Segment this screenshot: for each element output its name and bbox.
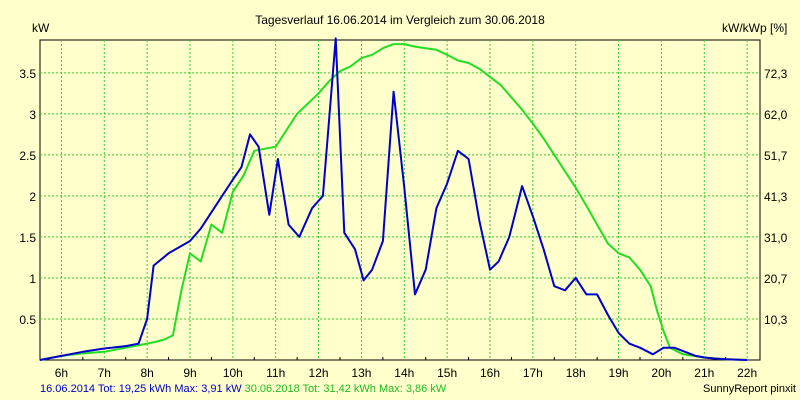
series-line-2018 (39, 43, 748, 361)
x-tick-label: 19h (609, 366, 629, 380)
grid (40, 40, 760, 360)
plot-area (39, 39, 761, 361)
y-tick-label-right: 31,0 (764, 231, 788, 245)
y-tick-label-left: 1 (29, 272, 36, 286)
y-axis-label-right: kW/kWp [%] (722, 21, 787, 35)
x-tick-label: 11h (266, 366, 285, 380)
series-line-2014 (39, 37, 748, 361)
y-axis-label-left: kW (32, 21, 50, 35)
y-tick-label-left: 2.5 (19, 149, 36, 163)
x-tick-label: 22h (737, 366, 757, 380)
axis-ticks: 6h 7h 8h 9h 10h 11h 12h 13h 14h 15h 16h 17h 18h 19h 20… (19, 67, 787, 380)
x-tick-label: 18h (566, 366, 586, 380)
x-tick-label: 16h (480, 366, 500, 380)
x-tick-label: 14h (394, 366, 414, 380)
x-tick-label: 15h (437, 366, 457, 380)
x-tick-label: 20h (651, 366, 671, 380)
y-tick-label-left: 3 (29, 108, 36, 122)
x-tick-label: 9h (183, 366, 196, 380)
y-tick-label-right: 41,3 (764, 190, 788, 204)
y-tick-label-right: 51,7 (764, 149, 788, 163)
y-tick-label-left: 2 (29, 190, 36, 204)
y-tick-label-left: 1.5 (19, 231, 36, 245)
footer-legend: 16.06.2014 Tot: 19,25 kWh Max: 3,91 kW 3… (40, 383, 447, 395)
x-tick-label: 13h (351, 366, 371, 380)
legend-entry-2018: 30.06.2018 Tot: 31,42 kWh Max: 3,86 kW (245, 383, 447, 395)
x-tick-label: 12h (309, 366, 329, 380)
x-tick-label: 6h (55, 366, 68, 380)
footer-brand: SunnyReport pinxit (703, 383, 796, 395)
x-tick-label: 21h (694, 366, 714, 380)
x-tick-label: 17h (523, 366, 543, 380)
x-tick-label: 7h (98, 366, 111, 380)
chart-title: Tagesverlauf 16.06.2014 im Vergleich zum… (255, 13, 545, 27)
series-layer (39, 37, 748, 361)
y-tick-label-left: 0.5 (19, 313, 36, 327)
x-tick-label: 8h (140, 366, 153, 380)
y-tick-label-right: 62,0 (764, 108, 788, 122)
legend-entry-2014: 16.06.2014 Tot: 19,25 kWh Max: 3,91 kW (40, 383, 242, 395)
y-tick-label-right: 10,3 (764, 313, 788, 327)
y-tick-label-right: 20,7 (764, 272, 788, 286)
x-tick-label: 10h (223, 366, 243, 380)
y-tick-label-right: 72,3 (764, 67, 788, 81)
y-tick-label-left: 3.5 (19, 67, 36, 81)
